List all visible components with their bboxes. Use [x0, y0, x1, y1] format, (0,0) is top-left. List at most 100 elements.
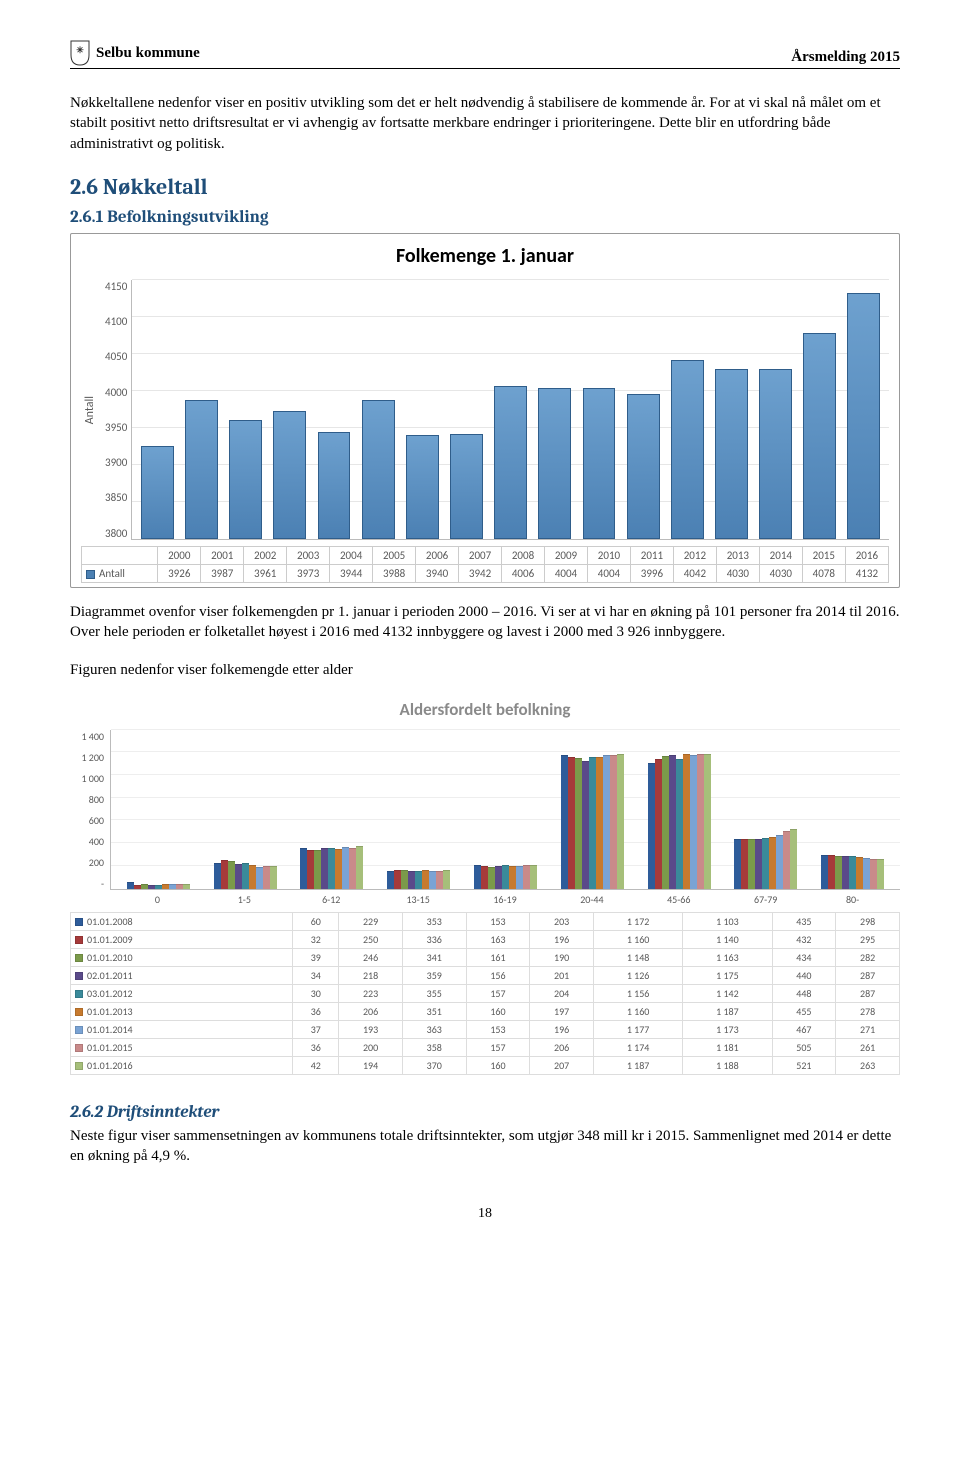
- chart2-series-label: 01.01.2016: [71, 1056, 293, 1074]
- chart2-value-cell: 60: [293, 912, 339, 930]
- chart2-bar: [422, 870, 429, 888]
- chart1-year-header: 2001: [201, 546, 244, 564]
- header-left-text: Selbu kommune: [96, 45, 200, 62]
- chart2-value-cell: 363: [402, 1020, 466, 1038]
- chart2-bar: [662, 756, 669, 888]
- chart2-value-cell: 204: [530, 984, 594, 1002]
- chart1-bar: [671, 360, 704, 539]
- chart2-bar: [617, 754, 624, 889]
- chart1-year-header: 2011: [630, 546, 673, 564]
- chart2-value-cell: 246: [339, 948, 403, 966]
- chart2-bar: [321, 848, 328, 889]
- chart1-year-header: 2013: [716, 546, 759, 564]
- chart2-bar: [502, 865, 509, 888]
- chart2-bar: [394, 870, 401, 889]
- chart2-bar: [408, 871, 415, 889]
- chart2-value-cell: 271: [836, 1020, 900, 1038]
- chart2-bar: [481, 866, 488, 888]
- chart2-group: [722, 730, 809, 889]
- chart1-value-cell: 3940: [416, 564, 459, 582]
- paragraph-drift: Neste figur viser sammensetningen av kom…: [70, 1126, 900, 1167]
- chart1-bar-slot: [269, 280, 311, 539]
- chart2-value-cell: 250: [339, 930, 403, 948]
- chart2-group: [809, 730, 896, 889]
- chart2-xtick: 13-15: [375, 893, 462, 906]
- chart2-value-cell: 218: [339, 966, 403, 984]
- chart2-bar: [741, 839, 748, 888]
- chart2-value-cell: 206: [339, 1002, 403, 1020]
- chart2-value-cell: 434: [772, 948, 836, 966]
- chart2-value-cell: 34: [293, 966, 339, 984]
- chart2-bar: [214, 863, 221, 889]
- chart2-ytick: 1 400: [70, 730, 104, 743]
- chart1-year-header: 2016: [845, 546, 888, 564]
- chart2-value-cell: 341: [402, 948, 466, 966]
- chart2-xtick: 6-12: [288, 893, 375, 906]
- chart1-bar-slot: [313, 280, 355, 539]
- chart2-value-cell: 161: [466, 948, 530, 966]
- chart2-bar: [270, 866, 277, 888]
- chart2-series-row: 01.01.2009322503361631961 1601 140432295: [71, 930, 900, 948]
- chart2-value-cell: 1 156: [593, 984, 682, 1002]
- chart1-year-header: 2014: [759, 546, 802, 564]
- chart2-value-cell: 1 160: [593, 1002, 682, 1020]
- chart2-bar: [141, 884, 148, 888]
- chart2-series-row: 02.01.2011342183591562011 1261 175440287: [71, 966, 900, 984]
- chart2-value-cell: 261: [836, 1038, 900, 1056]
- chart2-bar: [697, 754, 704, 888]
- chart2-value-cell: 1 172: [593, 912, 682, 930]
- chart1-ytick: 3850: [105, 491, 127, 504]
- chart2-value-cell: 194: [339, 1056, 403, 1074]
- chart2-value-cell: 1 187: [683, 1002, 772, 1020]
- chart2-value-cell: 157: [466, 984, 530, 1002]
- chart2-value-cell: 206: [530, 1038, 594, 1056]
- chart2-series-row: 01.01.2016421943701602071 1871 188521263: [71, 1056, 900, 1074]
- chart2-ytick: 200: [70, 856, 104, 869]
- chart2-value-cell: 440: [772, 966, 836, 984]
- paragraph-chart2-intro: Figuren nedenfor viser folkemengde etter…: [70, 660, 900, 680]
- chart2-value-cell: 39: [293, 948, 339, 966]
- chart2-bar: [162, 884, 169, 888]
- chart2-value-cell: 287: [836, 966, 900, 984]
- chart2-ytick: 400: [70, 835, 104, 848]
- chart1-value-cell: 3926: [158, 564, 201, 582]
- chart2-bar: [314, 850, 321, 889]
- chart2-bar: [155, 885, 162, 888]
- chart2-series-row: 01.01.2008602293531532031 1721 103435298: [71, 912, 900, 930]
- chart1-year-header: 2015: [802, 546, 845, 564]
- chart1-bar: [538, 388, 571, 539]
- chart1-value-cell: 3988: [373, 564, 416, 582]
- chart2-bar: [300, 848, 307, 888]
- chart2-ytick: 1 200: [70, 751, 104, 764]
- heading-2-6-2: 2.6.2 Driftsinntekter: [70, 1103, 900, 1122]
- chart2-group: [549, 730, 636, 889]
- chart2-bar: [530, 865, 537, 889]
- chart2-bar: [783, 831, 790, 888]
- chart2-value-cell: 32: [293, 930, 339, 948]
- chart1-year-header: 2007: [459, 546, 502, 564]
- chart2-value-cell: 432: [772, 930, 836, 948]
- chart2-series-label: 02.01.2011: [71, 966, 293, 984]
- chart2-value-cell: 1 173: [683, 1020, 772, 1038]
- chart2-value-cell: 505: [772, 1038, 836, 1056]
- chart1-value-cell: 4030: [759, 564, 802, 582]
- chart2-bar: [235, 864, 242, 889]
- chart2-value-cell: 263: [836, 1056, 900, 1074]
- chart2-value-cell: 42: [293, 1056, 339, 1074]
- chart1-bar: [273, 411, 306, 539]
- chart2-bar: [176, 884, 183, 888]
- chart2-xtick: 16-19: [462, 893, 549, 906]
- chart1-bar-slot: [357, 280, 399, 539]
- chart2-value-cell: 156: [466, 966, 530, 984]
- chart2-value-cell: 163: [466, 930, 530, 948]
- chart2-series-label: 03.01.2012: [71, 984, 293, 1002]
- chart2-value-cell: 1 160: [593, 930, 682, 948]
- chart2-group: [289, 730, 376, 889]
- chart1-bar: [229, 420, 262, 539]
- chart2-bar: [429, 871, 436, 888]
- chart1-bar: [362, 400, 395, 539]
- chart2-value-cell: 1 175: [683, 966, 772, 984]
- chart1-bar: [494, 386, 527, 538]
- chart1-year-header: 2010: [587, 546, 630, 564]
- chart2-series-label: 01.01.2014: [71, 1020, 293, 1038]
